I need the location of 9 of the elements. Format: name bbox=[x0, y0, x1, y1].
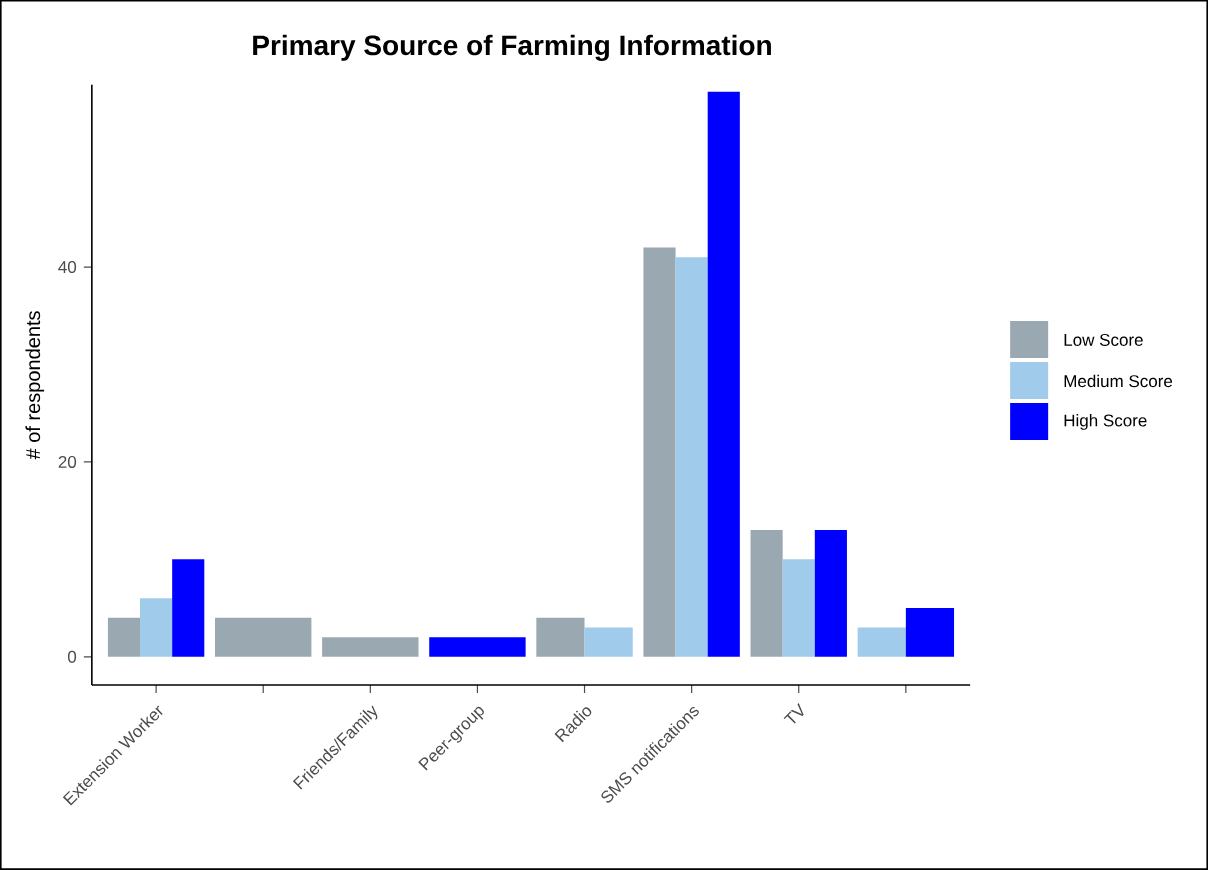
legend-label: High Score bbox=[1064, 414, 1147, 430]
y-tick-label: 20 bbox=[58, 455, 77, 468]
legend-label: Low Score bbox=[1064, 333, 1143, 346]
legend-label: Medium Score bbox=[1064, 374, 1173, 388]
x-tick-label: TV bbox=[783, 703, 804, 724]
y-tick-label: 0 bbox=[67, 650, 77, 663]
y-axis-title: # of respondents bbox=[25, 311, 45, 460]
chart-title: Primary Source of Farming Information bbox=[253, 34, 771, 61]
y-tick-label: 40 bbox=[58, 261, 77, 274]
